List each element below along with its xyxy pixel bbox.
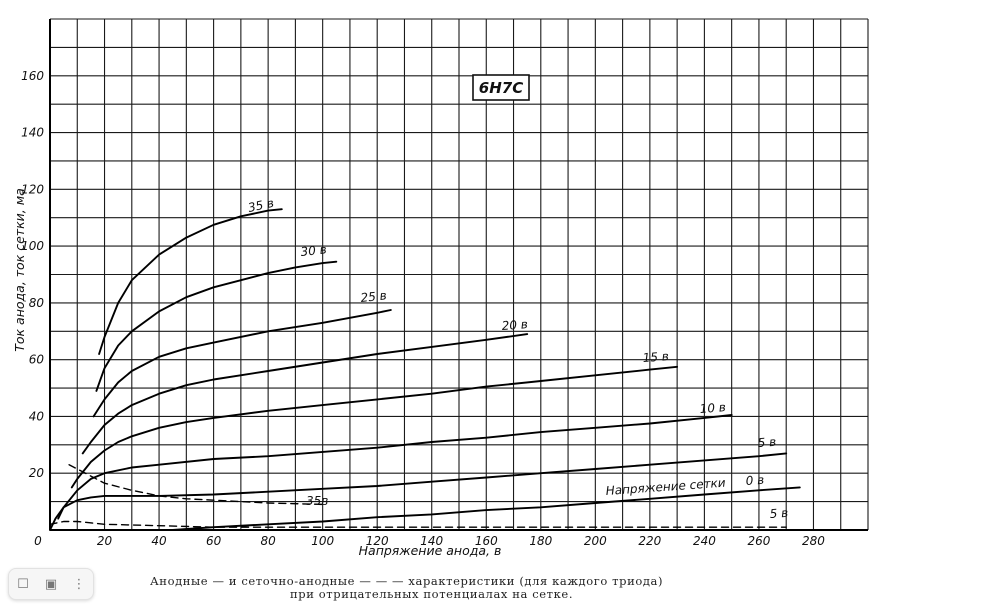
caption-line-1: Анодные — и сеточно-анодные — — — характ… — [150, 574, 664, 588]
curve-labels: 35 в30 в25 в20 в15 в10 в5 в0 вНапряжение… — [247, 196, 789, 521]
x-tick-label: 140 — [420, 534, 443, 548]
camera-icon[interactable]: ▣ — [44, 576, 58, 592]
y-tick-label: 40 — [29, 409, 45, 423]
curve-label-s20: 20 в — [501, 317, 528, 333]
image-toolbar: ☐ ▣ ⋮ — [8, 568, 94, 600]
y-tick-label: 140 — [21, 126, 44, 140]
x-tick-label: 260 — [747, 534, 770, 548]
x-tick-label: 80 — [260, 534, 276, 548]
curve-label-dashed5: 5 в — [769, 506, 788, 521]
curve-label-s15: 15 в — [642, 349, 669, 365]
series — [49, 208, 801, 531]
y-tick-label: 160 — [21, 69, 44, 83]
curve-1 — [95, 260, 338, 392]
anode-characteristics-chart: 0 20 40 60 80 100 120 140 160 180 200 220 240 260 280 2… — [12, 18, 869, 558]
chart-title: 6Н7С — [479, 79, 523, 97]
curve-label-s30: 30 в — [300, 242, 327, 259]
x-tick-label: 280 — [802, 534, 825, 548]
y-tick-label: 60 — [29, 353, 45, 367]
curve-6 — [49, 452, 788, 531]
y-axis-title: Ток анода, ток сетки, ма — [12, 188, 27, 352]
x-tick-label: 0 — [34, 534, 42, 548]
x-axis-title: Напряжение анода, в — [359, 543, 502, 558]
more-icon[interactable]: ⋮ — [72, 576, 86, 592]
x-tick-label: 120 — [366, 534, 389, 548]
curve-label-dashed35: 35в — [306, 494, 328, 508]
curve-label-s25: 25 в — [360, 288, 387, 305]
curve-label-s10: 10 в — [699, 400, 726, 416]
curve-label-s0: 0 в — [745, 473, 764, 488]
x-tick-label: 180 — [529, 534, 552, 548]
curve-label-s35: 35 в — [247, 196, 275, 215]
tick-labels: 0 20 40 60 80 100 120 140 160 180 200 220 240 260 280 2… — [21, 69, 825, 548]
curve-3 — [81, 333, 529, 455]
x-tick-label: 100 — [311, 534, 334, 548]
dashed-curve-10 — [49, 520, 787, 528]
y-tick-label: 20 — [29, 466, 45, 480]
x-tick-label: 240 — [693, 534, 716, 548]
x-tick-label: 200 — [584, 534, 607, 548]
dashed-curve-9 — [68, 464, 324, 506]
curve-label-s5: 5 в — [757, 435, 776, 450]
grid — [49, 18, 869, 531]
y-tick-label: 80 — [29, 296, 45, 310]
x-tick-label: 40 — [151, 534, 167, 548]
y-tick-label: 100 — [21, 239, 44, 253]
bookmark-icon[interactable]: ☐ — [17, 576, 29, 592]
x-tick-label: 160 — [475, 534, 498, 548]
curve-0 — [98, 208, 283, 355]
curve-5 — [57, 414, 733, 520]
y-tick-label: 120 — [21, 182, 44, 196]
figure-caption: Анодные — и сеточно-анодные — — — характ… — [150, 575, 870, 601]
curve-4 — [70, 365, 679, 489]
chart-title-box: 6Н7С — [472, 74, 530, 101]
x-tick-label: 220 — [638, 534, 661, 548]
curve-7 — [171, 486, 801, 531]
x-tick-label: 20 — [97, 534, 113, 548]
x-tick-label: 60 — [206, 534, 222, 548]
caption-line-2: при отрицательных потенциалах на сетке. — [290, 587, 574, 601]
curve-2 — [92, 309, 392, 418]
